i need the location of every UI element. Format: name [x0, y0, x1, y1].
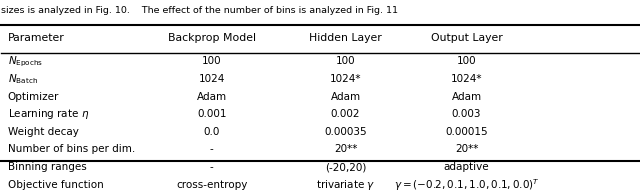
Text: $N_{\mathrm{Batch}}$: $N_{\mathrm{Batch}}$: [8, 72, 38, 86]
Text: $\gamma = (-0.2, 0.1, 1.0, 0.1, 0.0)^T$: $\gamma = (-0.2, 0.1, 1.0, 0.1, 0.0)^T$: [394, 177, 540, 192]
Text: Objective function: Objective function: [8, 180, 104, 190]
Text: 20**: 20**: [455, 144, 478, 154]
Text: Adam: Adam: [451, 92, 482, 102]
Text: -: -: [210, 162, 214, 172]
Text: 0.002: 0.002: [331, 109, 360, 119]
Text: 1024*: 1024*: [451, 74, 483, 84]
Text: Weight decay: Weight decay: [8, 127, 79, 137]
Text: 100: 100: [202, 56, 221, 66]
Text: Hidden Layer: Hidden Layer: [309, 33, 382, 43]
Text: adaptive: adaptive: [444, 162, 490, 172]
Text: 1024*: 1024*: [330, 74, 361, 84]
Text: Number of bins per dim.: Number of bins per dim.: [8, 144, 135, 154]
Text: trivariate $\gamma$: trivariate $\gamma$: [316, 178, 375, 192]
Text: 0.001: 0.001: [197, 109, 227, 119]
Text: 20**: 20**: [334, 144, 357, 154]
Text: (-20,20): (-20,20): [325, 162, 366, 172]
Text: Optimizer: Optimizer: [8, 92, 59, 102]
Text: Parameter: Parameter: [8, 33, 65, 43]
Text: 100: 100: [335, 56, 355, 66]
Text: Output Layer: Output Layer: [431, 33, 502, 43]
Text: 1024: 1024: [198, 74, 225, 84]
Text: Adam: Adam: [196, 92, 227, 102]
Text: sizes is analyzed in Fig. 10.    The effect of the number of bins is analyzed in: sizes is analyzed in Fig. 10. The effect…: [1, 6, 398, 15]
Text: Learning rate $\eta$: Learning rate $\eta$: [8, 107, 89, 121]
Text: cross-entropy: cross-entropy: [176, 180, 247, 190]
Text: -: -: [210, 144, 214, 154]
Text: Binning ranges: Binning ranges: [8, 162, 86, 172]
Text: 0.003: 0.003: [452, 109, 481, 119]
Text: Backprop Model: Backprop Model: [168, 33, 255, 43]
Text: Adam: Adam: [330, 92, 360, 102]
Text: $N_{\mathrm{Epochs}}$: $N_{\mathrm{Epochs}}$: [8, 54, 43, 69]
Text: 100: 100: [457, 56, 476, 66]
Text: 0.00035: 0.00035: [324, 127, 367, 137]
Text: 0.0: 0.0: [204, 127, 220, 137]
Text: 0.00015: 0.00015: [445, 127, 488, 137]
